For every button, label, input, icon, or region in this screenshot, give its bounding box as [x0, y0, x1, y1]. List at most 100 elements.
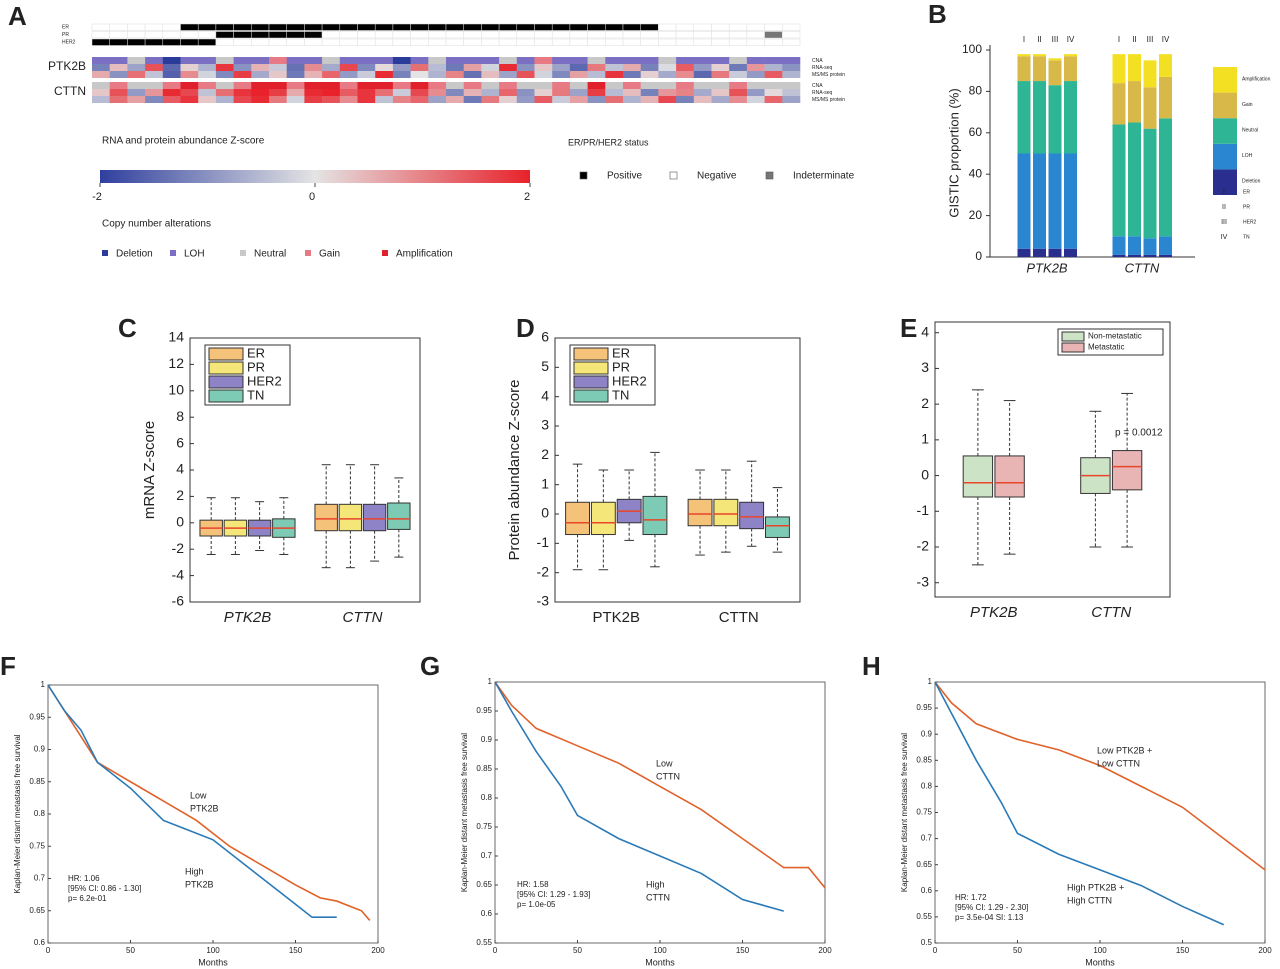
bar-segment	[1033, 56, 1046, 82]
bar-segment	[1048, 153, 1062, 249]
stats-text: p= 3.5e-04 SI: 1.13	[955, 913, 1024, 922]
status-cell	[428, 23, 447, 31]
legend-label: HER2	[247, 373, 282, 388]
rna-cell	[233, 64, 252, 71]
y-tick-label: 12	[168, 355, 184, 371]
cna-cell	[623, 57, 641, 64]
status-cell	[622, 23, 641, 31]
bar-segment	[1143, 87, 1157, 129]
rna-cell	[534, 89, 553, 96]
status-cell	[321, 31, 341, 39]
y-tick-label: 0	[176, 514, 184, 530]
bar-segment	[1159, 118, 1172, 237]
cna-cell	[375, 82, 394, 89]
legend-label: Neutral	[1242, 128, 1258, 134]
cna-cell	[552, 82, 571, 89]
protein-cell	[109, 96, 128, 103]
y-tick-label: 0.95	[29, 712, 45, 721]
y-tick-label: 14	[168, 329, 184, 345]
bar-segment	[1112, 83, 1126, 125]
status-cell	[516, 31, 535, 39]
plot-frame	[934, 321, 1171, 598]
rna-cell	[516, 89, 535, 96]
rna-cell	[375, 64, 394, 71]
status-cell	[693, 38, 712, 46]
status-cell	[144, 38, 164, 46]
colorbar-tick-label: 2	[524, 191, 530, 203]
legend-swatch	[208, 375, 244, 389]
status-cell	[109, 23, 128, 31]
cna-cell	[711, 82, 730, 89]
row-label: MS/MS protein	[812, 72, 845, 78]
protein-cell	[463, 96, 482, 103]
y-tick-label: 3	[921, 359, 929, 375]
rna-cell	[215, 64, 234, 71]
rna-cell	[729, 89, 748, 96]
rna-cell	[339, 64, 358, 71]
rna-cell	[746, 64, 765, 71]
cna-cell	[269, 57, 287, 64]
rna-cell	[764, 64, 783, 71]
row-label: CNA	[812, 58, 823, 64]
rna-cell	[569, 64, 588, 71]
protein-cell	[640, 71, 659, 78]
protein-cell	[446, 96, 464, 103]
cna-cell	[392, 82, 411, 89]
status-cell	[463, 31, 482, 39]
bar-segment	[1033, 81, 1046, 154]
y-tick-label: 2	[541, 446, 549, 462]
cna-cell	[392, 57, 411, 64]
rna-cell	[729, 64, 748, 71]
status-cell	[374, 23, 394, 31]
cna-cell	[658, 57, 677, 64]
rna-cell	[269, 89, 287, 96]
box	[314, 503, 338, 532]
status-cell	[782, 31, 801, 39]
x-tick-label: 50	[1013, 946, 1022, 955]
box	[765, 516, 790, 538]
group-label: CTTN	[719, 609, 759, 626]
protein-cell	[145, 96, 164, 103]
status-cell	[534, 38, 553, 46]
cna-cell	[410, 82, 429, 89]
rna-cell	[127, 89, 146, 96]
protein-cell	[322, 71, 341, 78]
status-cell	[764, 31, 783, 39]
status-cell	[498, 38, 518, 46]
bar-segment	[1128, 254, 1141, 257]
cna-cell	[109, 82, 128, 89]
cna-cell	[339, 82, 358, 89]
status-cell	[392, 31, 411, 39]
status-cell	[215, 31, 234, 39]
protein-cell	[233, 96, 252, 103]
box	[739, 501, 765, 530]
y-tick-label: 0.65	[29, 906, 45, 915]
status-cell	[251, 38, 270, 46]
stats-text: [95% CI: 1.29 - 1.93]	[517, 890, 590, 899]
y-tick-label: -4	[172, 566, 185, 582]
bar-category: II	[1037, 35, 1041, 44]
status-cell	[658, 38, 677, 46]
legend-label: PR	[612, 359, 630, 374]
status-cell	[782, 38, 801, 46]
rna-cell	[463, 89, 482, 96]
bar-segment	[1064, 153, 1077, 249]
cna-cell	[357, 57, 376, 64]
status-legend-title: ER/PR/HER2 status	[568, 137, 649, 147]
cna-cell	[693, 82, 712, 89]
legend-label: Metastatic	[1088, 343, 1124, 352]
cna-cell	[286, 57, 305, 64]
rna-cell	[711, 64, 730, 71]
rna-cell	[304, 89, 323, 96]
status-cell	[91, 38, 110, 46]
status-cell	[197, 31, 217, 39]
y-tick-label: -2	[537, 563, 550, 579]
group-label: PTK2B	[224, 609, 272, 626]
cna-cell	[463, 82, 482, 89]
x-tick-label: 100	[653, 946, 667, 955]
status-cell	[162, 23, 181, 31]
bar-category: I	[1023, 35, 1025, 44]
status-cell	[640, 23, 659, 31]
status-cell	[339, 31, 358, 39]
